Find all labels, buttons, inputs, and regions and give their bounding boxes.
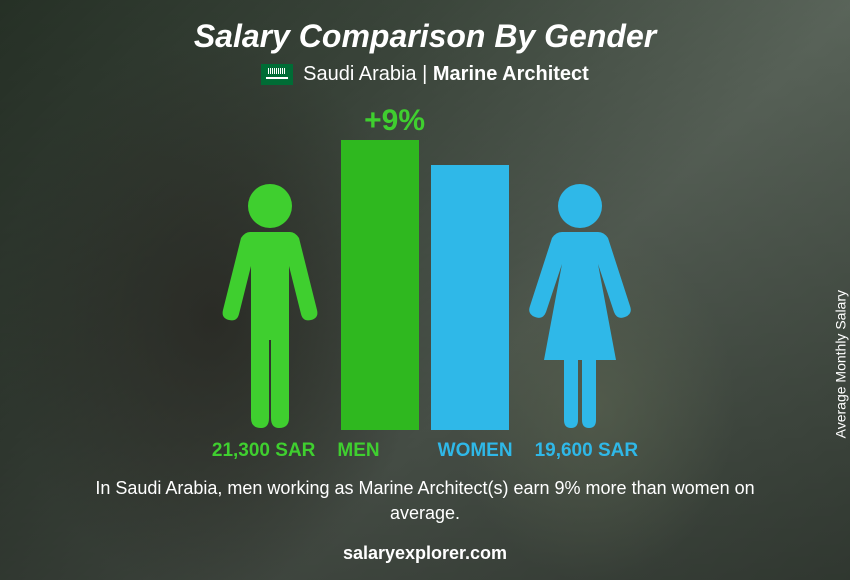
subtitle-row: Saudi Arabia | Marine Architect — [261, 63, 589, 86]
separator: | — [417, 63, 433, 85]
women-bar — [431, 165, 509, 430]
labels-row: 21,300 SAR MEN WOMEN 19,600 SAR — [212, 440, 638, 462]
y-axis-label: Average Monthly Salary — [832, 290, 848, 438]
site-credit: salaryexplorer.com — [343, 543, 507, 564]
difference-label: +9% — [364, 104, 425, 138]
page-title: Salary Comparison By Gender — [194, 18, 656, 55]
women-bar-column — [425, 104, 515, 430]
men-label: MEN — [337, 440, 379, 462]
infographic-container: Salary Comparison By Gender Saudi Arabia… — [0, 0, 850, 580]
summary-text: In Saudi Arabia, men working as Marine A… — [65, 476, 785, 525]
women-salary: 19,600 SAR — [535, 440, 639, 462]
men-bar-column — [335, 104, 425, 430]
man-icon — [215, 180, 325, 430]
job-label: Marine Architect — [433, 63, 589, 85]
woman-icon — [520, 180, 640, 430]
men-icon-column — [205, 104, 335, 430]
men-bar — [341, 140, 419, 430]
women-label: WOMEN — [438, 440, 513, 462]
subtitle: Saudi Arabia | Marine Architect — [303, 63, 589, 86]
men-salary: 21,300 SAR — [212, 440, 316, 462]
chart-area: +9% — [145, 104, 705, 430]
country-label: Saudi Arabia — [303, 63, 416, 85]
women-icon-column — [515, 104, 645, 430]
saudi-arabia-flag-icon — [261, 64, 293, 85]
